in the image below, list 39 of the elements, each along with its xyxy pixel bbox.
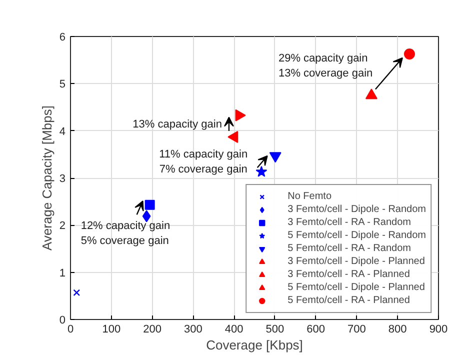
x-tick-label: 400 [224, 324, 244, 336]
annotation: 11% capacity gain 7% coverage gain [159, 148, 248, 176]
point [228, 130, 238, 143]
annotation: 29% capacity gain 13% coverage gain [278, 52, 373, 80]
y-tick-label: 0 [59, 314, 66, 326]
legend-label: 3 Femto/cell - Dipole - Planned [288, 255, 425, 268]
x-tick-label: 600 [306, 324, 326, 336]
legend-label: 5 Femto/cell - RA - Random [288, 242, 411, 255]
point [256, 166, 268, 177]
x-tick-label: 800 [388, 324, 407, 336]
legend-label: 5 Femto/cell - Dipole - Planned [288, 281, 425, 294]
legend-label: 3 Femto/cell - RA - Random [288, 216, 411, 229]
x-tick-label: 0 [67, 324, 74, 336]
y-tick-label: 3 [59, 173, 66, 185]
x-axis-title: Coverage [Kbps] [206, 338, 303, 352]
legend-label: 5 Femto/cell - Dipole - Random [288, 229, 426, 242]
y-tick-label: 1 [59, 267, 66, 280]
point [144, 200, 155, 210]
y-tick-label: 4 [59, 126, 66, 138]
x-tick-label: 100 [102, 324, 121, 336]
legend-label: 5 Femto/cell - RA - Planned [288, 294, 410, 307]
y-tick-label: 2 [59, 220, 66, 232]
point [404, 48, 415, 60]
annotation: 12% capacity gain 5% coverage gain [80, 220, 170, 247]
y-tick-label: 6 [59, 32, 66, 44]
annotation: 13% capacity gain [132, 118, 222, 130]
y-tick-label: 5 [59, 78, 66, 91]
x-tick-label: 200 [143, 324, 162, 336]
point [142, 210, 151, 222]
x-tick-label: 500 [266, 324, 284, 336]
y-axis-title: Average Capacity [Mbps] [39, 106, 54, 250]
legend-label: 3 Femto/cell - RA - Planned [288, 268, 410, 281]
x-tick-label: 900 [429, 324, 448, 336]
point [73, 289, 80, 296]
point [365, 88, 378, 100]
x-tick-label: 700 [348, 324, 366, 336]
legend-label: No Femto [288, 190, 332, 203]
x-tick-label: 300 [184, 324, 202, 336]
legend-label: 3 Femto/cell - Dipole - Random [288, 203, 426, 216]
